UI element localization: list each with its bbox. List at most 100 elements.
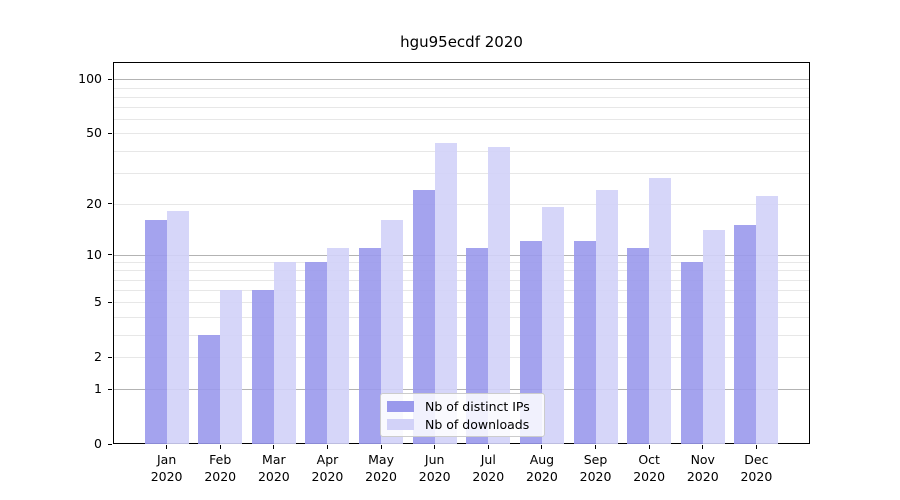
x-tick-label: May 2020 [351, 451, 411, 485]
y-tick-mark [108, 132, 112, 134]
x-tick-label-line: Jun [424, 452, 445, 467]
y-tick-mark [108, 78, 112, 80]
x-tick-mark [595, 445, 597, 449]
x-tick-mark [702, 445, 704, 449]
bar-nb-of-downloads [595, 189, 618, 444]
x-tick-label-line: 2020 [365, 469, 397, 484]
x-tick-mark [166, 445, 168, 449]
x-tick-label: Dec 2020 [726, 451, 786, 485]
x-tick-label: Mar 2020 [244, 451, 304, 485]
x-tick-mark [648, 445, 650, 449]
x-tick-label-line: 2020 [472, 469, 505, 484]
y-tick-label: 100 [78, 71, 102, 87]
x-tick-label-line: 2020 [418, 469, 451, 484]
y-tick-label: 1 [94, 381, 102, 397]
y-tick-label: 2 [94, 349, 102, 365]
y-tick-label: 50 [86, 125, 102, 141]
y-tick-label: 0 [94, 436, 102, 451]
x-tick-label-line: May [368, 452, 394, 467]
gridline-minor [114, 262, 809, 264]
legend-item-downloads: Nb of downloads [387, 417, 544, 432]
x-tick-label-line: Dec [744, 452, 769, 467]
x-tick-mark [273, 445, 275, 449]
x-tick-mark [541, 445, 543, 449]
bar-nb-of-downloads [702, 230, 725, 444]
x-tick-label-line: Aug [529, 452, 555, 467]
x-tick-label: Jul 2020 [458, 451, 518, 485]
chart-title: hgu95ecdf 2020 [400, 33, 523, 51]
y-tick-label: 5 [94, 294, 102, 310]
gridline-major [114, 389, 809, 391]
x-tick-label-line: Feb [209, 452, 232, 467]
bar-nb-of-distinct-ips [305, 262, 328, 444]
bar-nb-of-downloads [649, 178, 672, 444]
gridline-minor [114, 270, 809, 272]
gridline-minor [114, 96, 809, 98]
y-tick-mark [108, 388, 112, 390]
x-tick-mark [380, 445, 382, 449]
bar-nb-of-distinct-ips [627, 247, 650, 444]
y-tick-label: 10 [86, 246, 102, 262]
gridline-minor [114, 172, 809, 174]
x-tick-label-line: 2020 [311, 469, 344, 484]
x-tick-label-line: 2020 [204, 469, 237, 484]
x-tick-label-line: Apr [316, 452, 339, 467]
bar-nb-of-downloads [273, 262, 296, 444]
gridline-major [114, 79, 809, 81]
x-tick-label-line: 2020 [740, 469, 773, 484]
x-tick-label-line: Mar [262, 452, 286, 467]
legend-label-downloads: Nb of downloads [425, 416, 530, 432]
bar-nb-of-distinct-ips [573, 241, 596, 444]
bar-nb-of-downloads [756, 196, 779, 444]
bar-nb-of-distinct-ips [251, 290, 274, 444]
gridline-minor [114, 119, 809, 121]
gridline-minor [114, 107, 809, 109]
bar-nb-of-downloads [166, 211, 189, 444]
legend-item-distinct-ips: Nb of distinct IPs [387, 399, 544, 414]
bar-nb-of-distinct-ips [680, 262, 703, 444]
bar-nb-of-distinct-ips [198, 334, 221, 444]
bar-nb-of-downloads [541, 207, 564, 444]
x-tick-label: Aug 2020 [512, 451, 572, 485]
y-tick-mark [108, 203, 112, 205]
gridline-minor [114, 334, 809, 336]
x-tick-label-line: Oct [638, 452, 660, 467]
grid-layer [114, 63, 809, 443]
x-tick-label: Nov 2020 [673, 451, 733, 485]
bar-nb-of-distinct-ips [412, 189, 435, 444]
x-tick-label-line: 2020 [526, 469, 558, 484]
x-tick-mark [326, 445, 328, 449]
gridline-minor [114, 316, 809, 318]
gridline-minor [114, 290, 809, 292]
x-tick-label-line: 2020 [579, 469, 612, 484]
x-tick-label: Sep 2020 [566, 451, 626, 485]
gridline-minor [114, 203, 809, 205]
x-tick-label-line: 2020 [257, 469, 290, 484]
gridline-minor [114, 133, 809, 135]
x-tick-label-line: 2020 [150, 469, 183, 484]
gridline-minor [114, 302, 809, 304]
x-tick-label-line: 2020 [686, 469, 719, 484]
x-tick-mark [219, 445, 221, 449]
x-tick-label: Apr 2020 [297, 451, 357, 485]
bar-nb-of-distinct-ips [359, 247, 382, 444]
gridline-minor [114, 357, 809, 359]
x-tick-mark [755, 445, 757, 449]
bar-nb-of-distinct-ips [144, 220, 167, 444]
x-tick-label: Oct 2020 [619, 451, 679, 485]
x-tick-label-line: Jul [480, 452, 496, 467]
x-tick-label: Feb 2020 [190, 451, 250, 485]
legend-swatch-downloads [387, 418, 414, 430]
gridline-minor [114, 279, 809, 281]
x-tick-label-line: Sep [583, 452, 608, 467]
x-tick-label: Jun 2020 [405, 451, 465, 485]
y-tick-mark [108, 301, 112, 303]
gridline-minor [114, 87, 809, 89]
gridline-major [114, 254, 809, 256]
y-tick-mark [108, 356, 112, 358]
bar-nb-of-downloads [381, 220, 404, 444]
legend-swatch-distinct-ips [387, 400, 414, 412]
plot-area [113, 62, 810, 444]
legend: Nb of distinct IPs Nb of downloads [380, 393, 545, 437]
